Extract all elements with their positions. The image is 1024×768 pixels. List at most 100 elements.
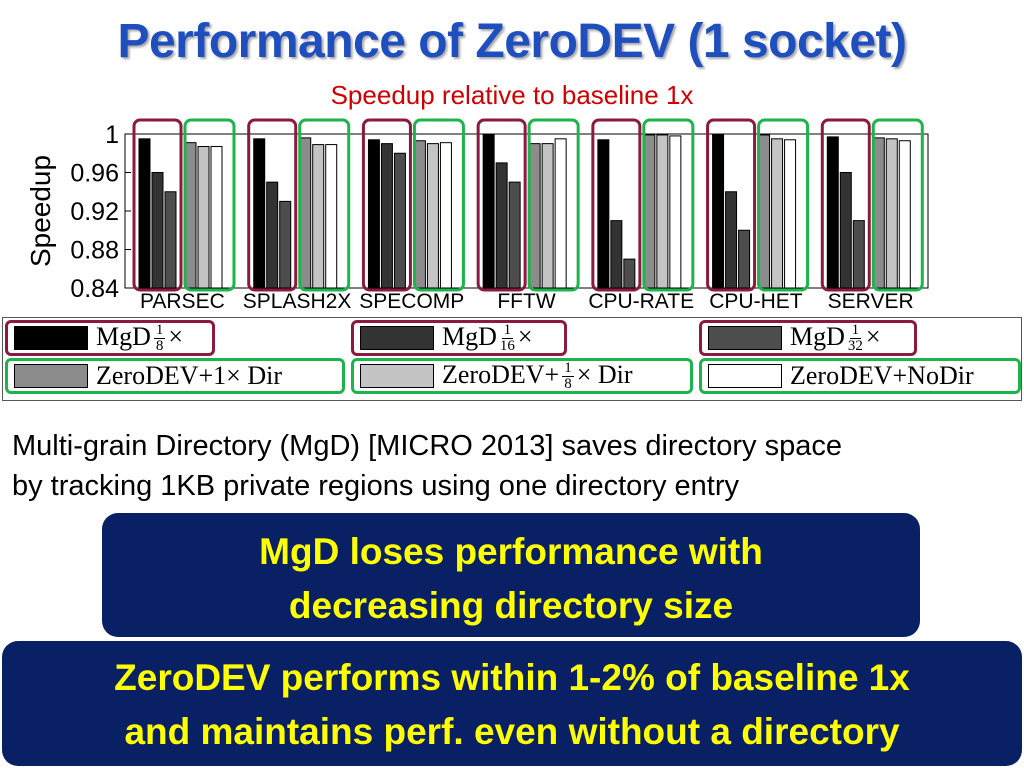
bar-parsec-2: [164, 191, 177, 289]
bar-cpu-rate-5: [669, 135, 682, 289]
bar-specomp-3: [413, 140, 426, 289]
legend-swatch: [360, 326, 434, 350]
y-tick-label: 0.92: [70, 198, 119, 226]
legend-swatch: [14, 364, 88, 388]
bar-splash2x-2: [279, 200, 292, 289]
bar-server-4: [885, 138, 898, 289]
legend-label: ZeroDEV+NoDir: [790, 361, 974, 390]
bar-cpu-het-5: [784, 139, 797, 289]
bar-parsec-3: [184, 142, 197, 289]
callout-zerodev-line-1: ZeroDEV performs within 1-2% of baseline…: [114, 657, 910, 698]
y-tick-label: 1: [105, 121, 119, 149]
bar-cpu-het-2: [738, 229, 751, 289]
description-line-2: by tracking 1KB private regions using on…: [12, 470, 739, 502]
legend-item-mgd-1-16: MgD 1 16 ×: [351, 320, 567, 356]
description: Multi-grain Directory (MgD) [MICRO 2013]…: [12, 426, 1012, 506]
bar-cpu-rate-2: [623, 258, 636, 289]
bar-fftw-1: [495, 162, 508, 289]
y-tick-label: 0.88: [70, 237, 119, 265]
callout-mgd-line-1: MgD loses performance with: [259, 531, 763, 572]
bar-fftw-0: [482, 133, 495, 289]
bar-splash2x-5: [325, 144, 338, 289]
highlight-mgd-group: [706, 118, 757, 292]
x-category-label: PARSEC: [140, 290, 225, 313]
highlight-zerodev-group: [871, 118, 924, 292]
bar-parsec-5: [210, 146, 223, 289]
bar-server-5: [898, 140, 911, 289]
chart-subtitle: Speedup relative to baseline 1x: [330, 80, 694, 110]
x-category-label: CPU-RATE: [588, 290, 694, 313]
highlight-zerodev-group: [757, 118, 810, 292]
x-category-label: SPLASH2X: [243, 290, 352, 313]
legend-label: ZeroDEV+1× Dir: [96, 361, 282, 390]
legend-label: ZeroDEV+ 1 8 × Dir: [442, 359, 633, 393]
highlight-mgd-group: [132, 118, 183, 292]
bar-fftw-2: [508, 181, 521, 289]
legend-item-zerodev-nodir: ZeroDEV+NoDir: [699, 358, 1021, 394]
bar-specomp-4: [426, 143, 439, 289]
bar-splash2x-0: [253, 138, 266, 289]
bar-cpu-het-0: [712, 133, 725, 289]
legend-item-mgd-1-8: MgD 1 8 ×: [5, 320, 215, 356]
slide-title: Performance of ZeroDEV (1 socket): [117, 15, 907, 68]
legend-label: MgD 1 32 ×: [790, 321, 881, 355]
x-category-label: SERVER: [828, 290, 914, 313]
bar-cpu-rate-1: [610, 220, 623, 289]
highlight-zerodev-group: [183, 118, 236, 292]
highlight-zerodev-group: [527, 118, 580, 292]
highlight-mgd-group: [476, 118, 527, 292]
bar-server-3: [872, 137, 885, 289]
callout-zerodev-line-2: and maintains perf. even without a direc…: [124, 711, 900, 752]
bar-specomp-2: [393, 152, 406, 289]
bar-splash2x-4: [312, 144, 325, 289]
bar-splash2x-1: [266, 181, 279, 289]
description-line-1: Multi-grain Directory (MgD) [MICRO 2013]…: [12, 430, 842, 462]
bar-cpu-het-1: [725, 191, 738, 289]
bar-cpu-het-4: [771, 138, 784, 289]
highlight-zerodev-group: [298, 118, 351, 292]
bar-parsec-4: [197, 146, 210, 289]
bar-splash2x-3: [299, 137, 312, 289]
y-axis-label: Speedup: [25, 155, 56, 267]
callout-mgd: MgD loses performance with decreasing di…: [102, 513, 920, 637]
legend-label: MgD 1 16 ×: [442, 321, 533, 355]
highlight-mgd-group: [820, 118, 871, 292]
x-category-label: FFTW: [497, 290, 555, 313]
legend-item-zerodev-1x-dir: ZeroDEV+1× Dir: [5, 358, 345, 394]
bar-fftw-4: [541, 143, 554, 289]
highlight-mgd-group: [247, 118, 298, 292]
legend-swatch: [708, 326, 782, 350]
highlight-mgd-group: [591, 118, 642, 292]
speedup-bar-chart: 0.84 0.88 0.92 0.96 1 Speedup PARSEC SPLASH2X SP…: [25, 118, 929, 313]
bar-parsec-1: [151, 172, 164, 289]
y-tick-label: 0.84: [70, 275, 119, 303]
bar-cpu-het-3: [758, 134, 771, 289]
x-category-label: SPECOMP: [359, 290, 464, 313]
y-tick-label: 0.96: [70, 160, 119, 188]
callout-mgd-line-2: decreasing directory size: [288, 585, 734, 626]
x-category-label: CPU-HET: [709, 290, 803, 313]
legend-swatch: [708, 364, 782, 388]
bar-specomp-5: [439, 142, 452, 289]
bar-cpu-rate-4: [656, 134, 669, 289]
highlight-zerodev-group: [412, 118, 465, 292]
bar-fftw-3: [528, 143, 541, 289]
legend-item-mgd-1-32: MgD 1 32 ×: [699, 320, 917, 356]
legend-swatch: [360, 364, 434, 388]
legend-item-zerodev-1-8-dir: ZeroDEV+ 1 8 × Dir: [351, 358, 693, 394]
highlight-zerodev-group: [642, 118, 695, 292]
bar-specomp-1: [380, 143, 393, 289]
bar-cpu-rate-3: [643, 134, 656, 289]
bar-server-0: [826, 136, 839, 289]
legend-row-mgd: MgD 1 8 × MgD 1 16 × MgD 1 32 × ZeroDEV+1× Dir Ze…: [2, 317, 1022, 401]
legend-label: MgD 1 8 ×: [96, 321, 184, 355]
bar-server-1: [839, 172, 852, 289]
callout-zerodev: ZeroDEV performs within 1-2% of baseline…: [2, 641, 1022, 766]
legend-swatch: [14, 326, 88, 350]
bar-server-2: [852, 220, 865, 289]
highlight-mgd-group: [361, 118, 412, 292]
bar-cpu-rate-0: [597, 139, 610, 289]
bar-parsec-0: [138, 138, 151, 289]
bar-fftw-5: [554, 138, 567, 289]
bar-specomp-0: [367, 139, 380, 289]
